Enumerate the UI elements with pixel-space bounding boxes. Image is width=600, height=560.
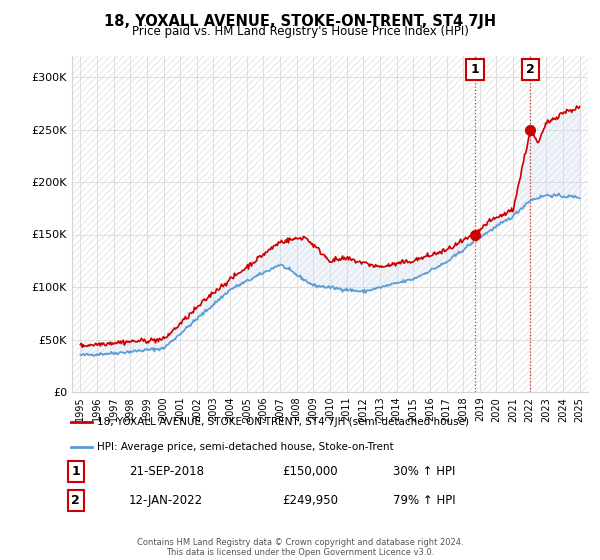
- Text: 1: 1: [71, 465, 80, 478]
- Text: 2: 2: [526, 63, 535, 76]
- Text: HPI: Average price, semi-detached house, Stoke-on-Trent: HPI: Average price, semi-detached house,…: [97, 442, 394, 452]
- Text: Contains HM Land Registry data © Crown copyright and database right 2024.
This d: Contains HM Land Registry data © Crown c…: [137, 538, 463, 557]
- Bar: [72, 56, 588, 392]
- Text: 12-JAN-2022: 12-JAN-2022: [128, 494, 203, 507]
- Text: 30% ↑ HPI: 30% ↑ HPI: [392, 465, 455, 478]
- Text: 21-SEP-2018: 21-SEP-2018: [128, 465, 203, 478]
- Text: 2: 2: [71, 494, 80, 507]
- Text: £150,000: £150,000: [282, 465, 337, 478]
- Text: 1: 1: [471, 63, 479, 76]
- Text: 18, YOXALL AVENUE, STOKE-ON-TRENT, ST4 7JH: 18, YOXALL AVENUE, STOKE-ON-TRENT, ST4 7…: [104, 14, 496, 29]
- Text: 18, YOXALL AVENUE, STOKE-ON-TRENT, ST4 7JH (semi-detached house): 18, YOXALL AVENUE, STOKE-ON-TRENT, ST4 7…: [97, 417, 469, 427]
- Text: 79% ↑ HPI: 79% ↑ HPI: [392, 494, 455, 507]
- Text: £249,950: £249,950: [282, 494, 338, 507]
- Text: Price paid vs. HM Land Registry's House Price Index (HPI): Price paid vs. HM Land Registry's House …: [131, 25, 469, 38]
